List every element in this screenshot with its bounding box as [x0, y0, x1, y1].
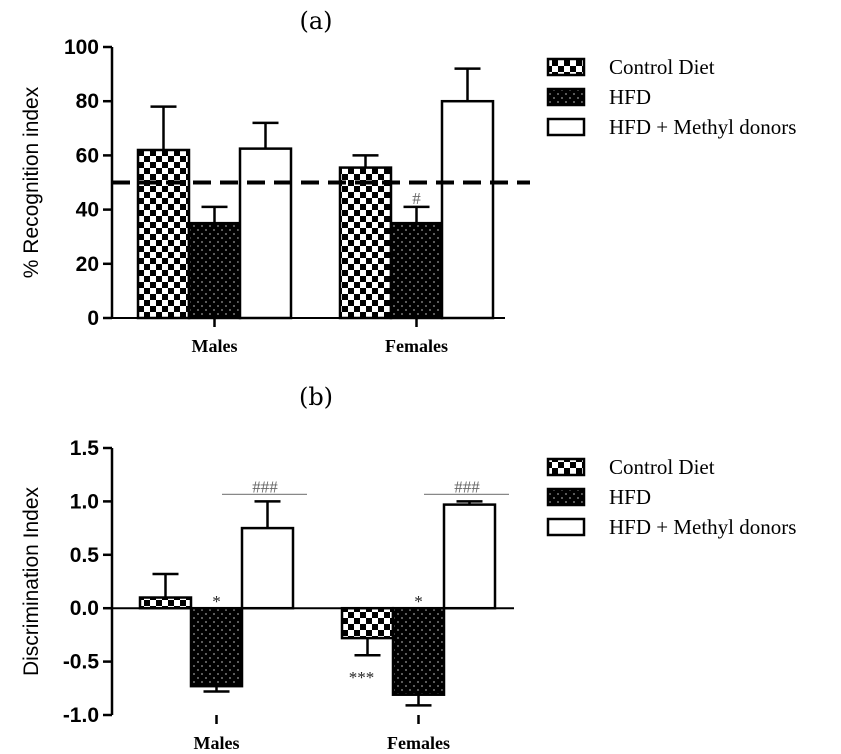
annotation-1-0: ###	[252, 477, 278, 496]
annotation-1-2: *	[212, 592, 221, 611]
y-tick-label-1-0: -1.0	[63, 704, 99, 727]
annotation-1-1: ###	[454, 477, 480, 496]
y-tick-label-1-5: 1.5	[70, 437, 100, 460]
legend-label-0-2: HFD + Methyl donors	[609, 115, 796, 139]
bar-0-1-1	[389, 221, 444, 320]
bar-1-1-2	[442, 503, 497, 610]
legend-swatch-1-2	[546, 517, 586, 537]
annotation-1-3: *	[414, 592, 423, 611]
bar-1-1-1	[391, 606, 446, 696]
y-tick-label-1-3: 0.5	[70, 544, 100, 567]
y-tick-label-0-2: 40	[76, 199, 99, 222]
bar-0-1-0	[338, 166, 393, 320]
annotation-0-0: #	[412, 189, 421, 208]
x-tick-label-0-0: Males	[192, 336, 238, 356]
y-tick-label-1-4: 1.0	[70, 490, 99, 513]
x-tick-label-0-1: Females	[385, 336, 448, 356]
legend-swatch-0-2	[546, 117, 586, 137]
legend-label-0-1: HFD	[609, 85, 651, 109]
y-tick-label-1-1: -0.5	[63, 651, 100, 674]
y-tick-label-0-1: 20	[76, 253, 99, 276]
y-tick-label-0-0: 0	[87, 307, 99, 330]
y-axis-label-1: Discrimination Index	[20, 486, 43, 676]
legend-swatch-0-0	[546, 57, 586, 77]
bar-0-0-1	[187, 221, 242, 320]
x-tick-label-1-1: Females	[387, 733, 450, 753]
panel-label-1: (b)	[299, 383, 333, 411]
y-tick-label-0-4: 80	[76, 90, 99, 113]
bar-1-0-0	[138, 596, 193, 610]
legend-swatch-0-1	[546, 87, 586, 107]
y-tick-label-0-5: 100	[64, 36, 99, 59]
legend-label-1-2: HFD + Methyl donors	[609, 515, 796, 539]
bar-0-0-2	[238, 147, 293, 320]
legend-label-0-0: Control Diet	[609, 55, 715, 79]
panel-label-0: (a)	[299, 7, 332, 35]
y-tick-label-1-2: 0.0	[70, 597, 99, 620]
legend-swatch-1-0	[546, 457, 586, 477]
legend-label-1-0: Control Diet	[609, 455, 715, 479]
bar-1-0-2	[240, 526, 295, 610]
legend-swatch-1-1	[546, 487, 586, 507]
y-tick-label-0-3: 60	[76, 144, 99, 167]
x-tick-label-1-0: Males	[194, 733, 240, 753]
y-axis-label-0: % Recognition index	[20, 86, 43, 278]
bar-0-1-2	[440, 99, 495, 320]
annotation-1-4: ***	[349, 668, 375, 687]
legend-label-1-1: HFD	[609, 485, 651, 509]
bar-1-0-1	[189, 606, 244, 688]
bar-1-1-0	[340, 606, 395, 640]
bar-0-0-0	[136, 148, 191, 320]
